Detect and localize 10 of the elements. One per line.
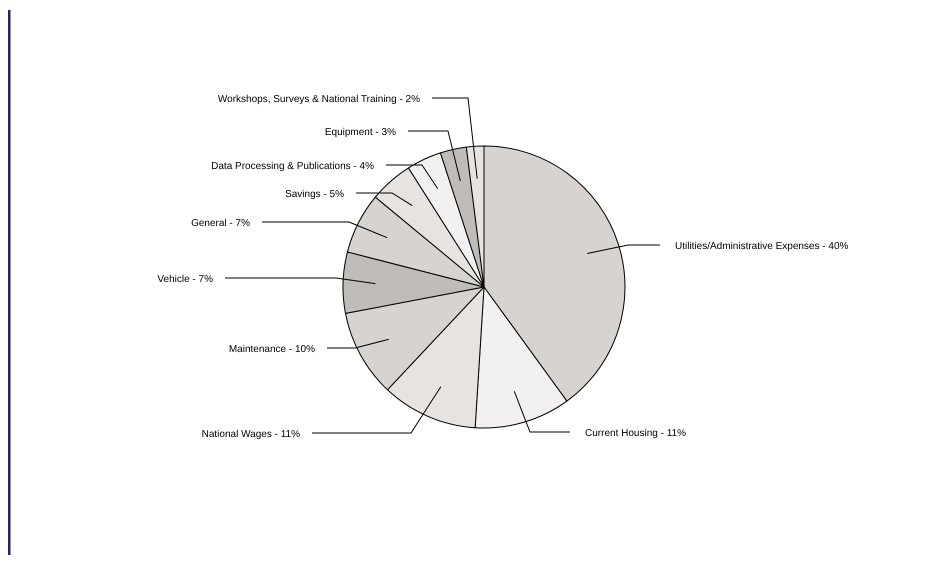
slice-label: Data Processing & Publications - 4%: [211, 161, 374, 172]
slice-label: General - 7%: [191, 218, 250, 229]
slice-label: Savings - 5%: [285, 189, 344, 200]
slice-label: Workshops, Surveys & National Training - 2%: [218, 94, 420, 105]
slice-label: Current Housing - 11%: [585, 428, 686, 439]
slice-label: Equipment - 3%: [324, 127, 396, 138]
slice-label: Vehicle - 7%: [157, 274, 214, 285]
slice-label: National Wages - 11%: [202, 429, 300, 440]
slice-label: Utilities/Administrative Expenses - 40%: [675, 241, 849, 252]
slice-label: Maintenance - 10%: [228, 344, 316, 355]
